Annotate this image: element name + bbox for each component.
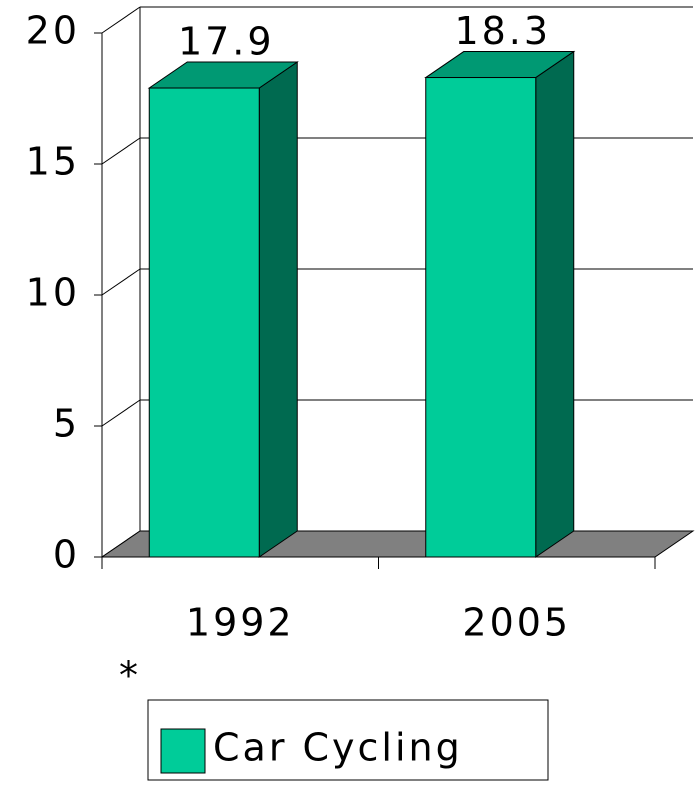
legend-box xyxy=(147,699,549,781)
value-label: 17.9 xyxy=(178,20,275,64)
x-tick-label: 1992 xyxy=(186,601,295,645)
legend-label: Car Cycling xyxy=(213,726,463,770)
y-tick-label: 20 xyxy=(26,9,80,53)
value-label: 18.3 xyxy=(454,9,551,53)
bar xyxy=(425,77,537,558)
y-tick-label: 15 xyxy=(26,140,80,184)
grid-line xyxy=(101,137,141,165)
x-tick-label: 2005 xyxy=(462,601,571,645)
y-tick-label: 0 xyxy=(53,533,80,577)
legend-swatch xyxy=(160,728,206,774)
y-tick-label: 5 xyxy=(53,402,80,446)
grid-line xyxy=(101,268,141,296)
y-tick-label: 10 xyxy=(26,271,80,315)
bar-side xyxy=(258,61,298,558)
grid-line xyxy=(101,6,141,34)
bar-side xyxy=(535,50,575,558)
annotation: * xyxy=(119,654,141,698)
bar xyxy=(148,87,260,558)
grid-line xyxy=(101,399,141,427)
